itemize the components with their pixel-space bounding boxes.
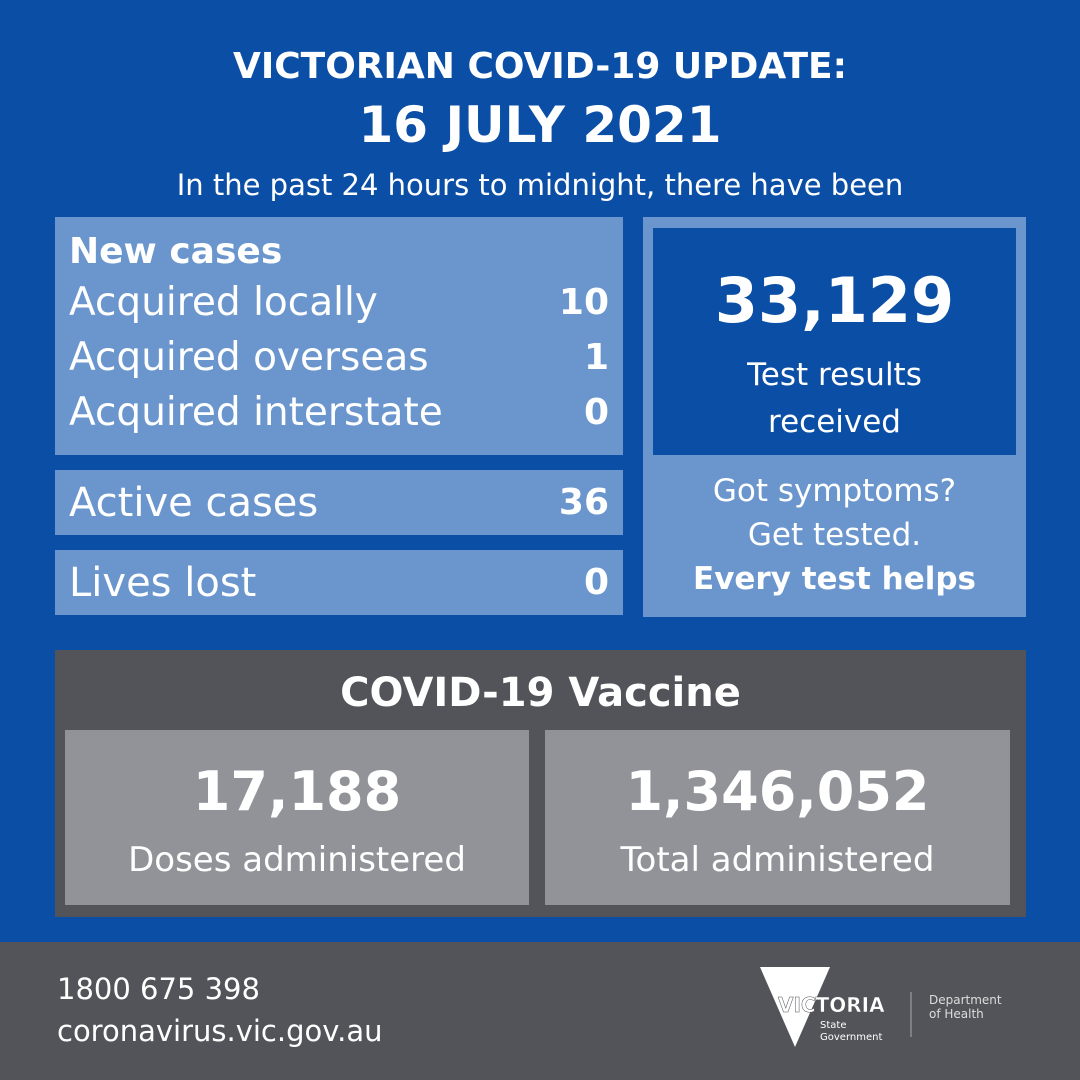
lives-lost-panel: Lives lost 0 [55,550,623,615]
lives-label: Lives lost [69,559,257,606]
phone-number: 1800 675 398 [57,972,260,1006]
title: VICTORIAN COVID-19 UPDATE: [232,46,848,87]
total-value: 1,346,052 [625,760,930,823]
total-label: Total administered [620,840,935,880]
subtitle: In the past 24 hours to midnight, there … [176,168,904,202]
stat-row: Acquired interstate 0 [55,385,623,440]
victoria-triangle-icon [760,967,830,1047]
test-results-box: 33,129 Test results received [653,228,1016,455]
new-cases-panel: New cases Acquired locally 10 Acquired ov… [55,217,623,455]
stat-value: 0 [583,392,609,433]
tests-panel: 33,129 Test results received Got symptoms… [643,217,1026,617]
website-link[interactable]: coronavirus.vic.gov.au [57,1014,383,1048]
stat-row: Acquired overseas 1 [55,330,623,385]
stat-label: Acquired locally [69,280,378,325]
lives-value: 0 [583,562,609,603]
new-cases-heading: New cases [69,231,283,272]
test-results-label: Test results received [653,352,1016,446]
active-value: 36 [558,482,609,523]
test-label-line: Test results [747,357,922,393]
doses-value: 17,188 [192,760,402,823]
doses-label: Doses administered [128,840,466,880]
cta-line: Get tested. [747,517,922,553]
stat-value: 1 [583,337,609,378]
vaccine-panel: COVID-19 Vaccine 17,188 Doses administer… [55,650,1026,917]
total-box: 1,346,052 Total administered [545,730,1010,905]
logo-sub: Government [820,1032,882,1043]
active-label: Active cases [69,479,319,526]
cta-line-bold: Every test helps [693,561,976,597]
get-tested-message: Got symptoms? Get tested. Every test hel… [643,469,1026,601]
stat-row: Acquired locally 10 [55,275,623,330]
footer: 1800 675 398 coronavirus.vic.gov.au VICT… [0,942,1080,1080]
doses-box: 17,188 Doses administered [65,730,529,905]
stat-label: Acquired overseas [69,335,429,380]
test-results-value: 33,129 [714,264,955,337]
logo-sub: State [820,1020,846,1031]
dept-text: Department [929,993,1002,1007]
cta-line: Got symptoms? [712,473,957,509]
stat-value: 10 [558,282,609,323]
active-cases-panel: Active cases 36 [55,470,623,535]
dept-text: of Health [929,1007,984,1021]
vaccine-title: COVID-19 Vaccine [340,670,741,716]
date: 16 JULY 2021 [358,96,722,154]
test-label-line: received [768,404,901,440]
logo-text: VICTORIA [778,993,885,1017]
stat-label: Acquired interstate [69,390,443,435]
victoria-government-logo: VICTORIA State Government Department of … [760,967,1002,1047]
